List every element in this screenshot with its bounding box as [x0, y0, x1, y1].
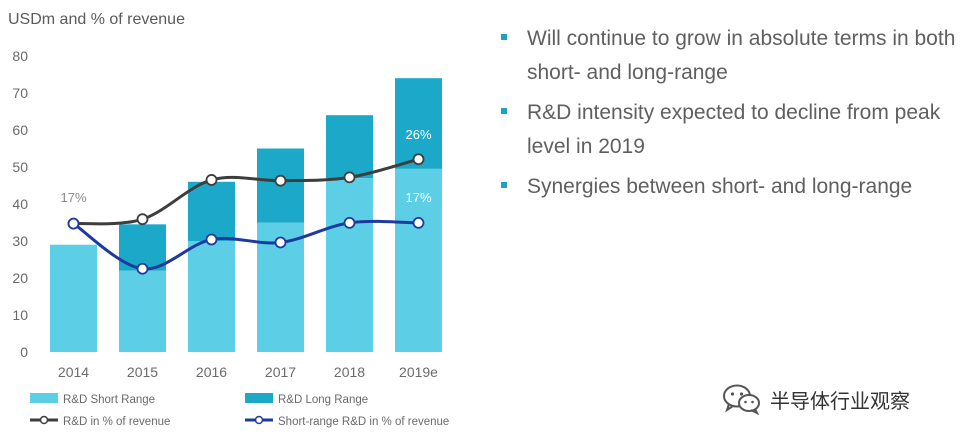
legend-label: R&D Short Range	[63, 394, 155, 406]
short-range-rd-percent-point	[412, 216, 425, 229]
x-tick-label: 2019e	[399, 364, 438, 380]
legend-swatch	[245, 393, 273, 403]
legend-label: Short-range R&D in % of revenue	[278, 416, 449, 428]
chart-title: USDm and % of revenue	[8, 11, 185, 28]
bar-short-range	[326, 178, 373, 352]
short-range-rd-percent-point	[205, 233, 218, 246]
rd-percent-point	[274, 174, 287, 187]
bullet-square-icon	[501, 182, 507, 188]
y-tick-label: 50	[12, 159, 28, 175]
rd-percent-point	[412, 153, 425, 166]
short-range-rd-percent-point	[343, 216, 356, 229]
legend-marker	[39, 415, 49, 425]
x-tick-label: 2015	[127, 364, 158, 380]
percent-annotation: 17%	[405, 190, 431, 205]
bullet-item: R&D intensity expected to decline from p…	[497, 96, 967, 164]
y-tick-label: 80	[12, 48, 28, 64]
bullet-text: Synergies between short- and long-range	[527, 175, 913, 198]
legend-swatch	[30, 393, 58, 403]
bar-short-range	[395, 168, 442, 352]
bar-long-range	[188, 181, 235, 241]
y-tick-label: 30	[12, 233, 28, 249]
watermark-text: 半导体行业观察	[770, 388, 910, 413]
rd-percent-point	[343, 171, 356, 184]
legend-label: R&D Long Range	[278, 394, 368, 406]
y-tick-label: 60	[12, 122, 28, 138]
x-tick-label: 2014	[58, 364, 89, 380]
legend-marker	[254, 415, 264, 425]
legend-label: R&D in % of revenue	[63, 416, 170, 428]
short-range-rd-percent-point	[136, 262, 149, 275]
rd-chart: USDm and % of revenue 0 10 20 30 40 50 60 70 80 2…	[8, 11, 449, 428]
x-tick-label: 2018	[334, 364, 365, 380]
bullet-square-icon	[501, 108, 507, 114]
x-tick-label: 2016	[196, 364, 227, 380]
bar-short-range	[188, 241, 235, 352]
bullet-item: Synergies between short- and long-range	[497, 170, 967, 204]
rd-percent-point	[205, 174, 218, 186]
wechat-icon	[723, 384, 760, 415]
short-range-rd-percent-point	[67, 217, 80, 230]
percent-annotation: 26%	[405, 127, 431, 142]
bullet-text: Will continue to grow in absolute terms …	[527, 27, 956, 84]
y-tick-label: 70	[12, 85, 28, 101]
bullet-square-icon	[501, 34, 507, 40]
bullet-item: Will continue to grow in absolute terms …	[497, 22, 967, 90]
bullet-list: Will continue to grow in absolute terms …	[497, 22, 967, 210]
watermark: 半导体行业观察	[722, 383, 910, 415]
bar-short-range	[50, 244, 97, 352]
bar-long-range	[326, 115, 373, 179]
rd-percent-point	[136, 213, 149, 226]
short-range-rd-percent-point	[274, 236, 287, 249]
y-tick-label: 20	[12, 270, 28, 286]
bar-short-range	[119, 270, 166, 352]
bullet-text: R&D intensity expected to decline from p…	[527, 101, 941, 158]
y-tick-label: 40	[12, 196, 28, 212]
y-tick-label: 0	[20, 344, 28, 360]
y-tick-label: 10	[12, 307, 28, 323]
percent-annotation: 17%	[60, 190, 86, 205]
x-tick-label: 2017	[265, 364, 296, 380]
